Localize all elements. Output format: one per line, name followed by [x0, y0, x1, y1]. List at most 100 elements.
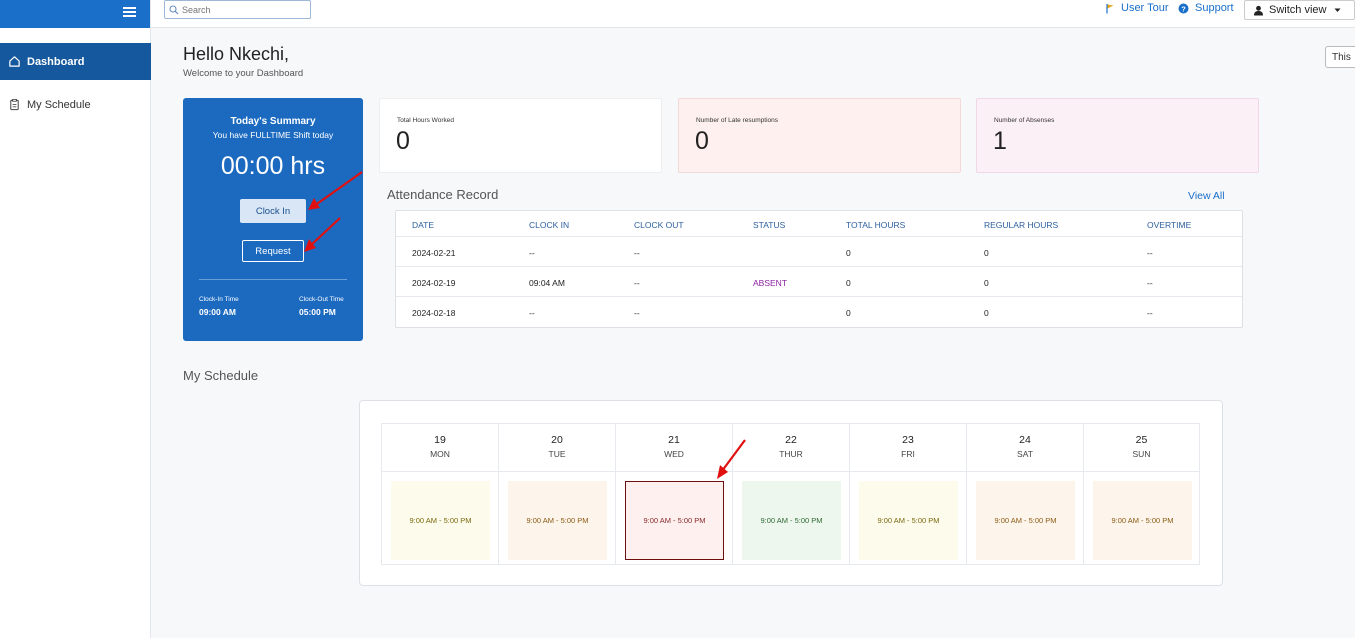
- shift-block[interactable]: 9:00 AM - 5:00 PM: [391, 481, 490, 560]
- day-header: 22 THUR: [733, 424, 849, 472]
- shift-block[interactable]: 9:00 AM - 5:00 PM: [625, 481, 724, 560]
- schedule-day-sun[interactable]: 25 SUN 9:00 AM - 5:00 PM: [1083, 423, 1200, 565]
- cell-regular-hours: 0: [984, 248, 989, 258]
- stat-card-late-resumptions: Number of Late resumptions 0: [678, 98, 961, 173]
- cell-date: 2024-02-21: [412, 248, 456, 258]
- schedule-day-thur[interactable]: 22 THUR 9:00 AM - 5:00 PM: [732, 423, 849, 565]
- period-filter-button[interactable]: This: [1325, 46, 1355, 68]
- stat-card-absences: Number of Absenses 1: [976, 98, 1259, 173]
- shift-block[interactable]: 9:00 AM - 5:00 PM: [1093, 481, 1192, 560]
- shift-block[interactable]: 9:00 AM - 5:00 PM: [742, 481, 841, 560]
- shift-block[interactable]: 9:00 AM - 5:00 PM: [859, 481, 958, 560]
- day-name: MON: [430, 449, 450, 459]
- day-number: 21: [668, 434, 680, 446]
- schedule-day-tue[interactable]: 20 TUE 9:00 AM - 5:00 PM: [498, 423, 615, 565]
- day-header: 20 TUE: [499, 424, 615, 472]
- schedule-day-sat[interactable]: 24 SAT 9:00 AM - 5:00 PM: [966, 423, 1083, 565]
- switch-view-label: Switch view: [1269, 4, 1327, 16]
- clock-in-time-value: 09:00 AM: [199, 307, 237, 317]
- support-label: Support: [1195, 2, 1234, 14]
- schedule-card: 19 MON 9:00 AM - 5:00 PM 20 TUE 9:00 AM - 5:0…: [359, 400, 1223, 586]
- schedule-day-fri[interactable]: 23 FRI 9:00 AM - 5:00 PM: [849, 423, 966, 565]
- cell-clock-in: --: [529, 248, 535, 258]
- stat-label: Number of Absenses: [994, 117, 1055, 124]
- user-tour-link[interactable]: User Tour: [1105, 2, 1168, 14]
- sidebar-item-label: My Schedule: [27, 98, 91, 111]
- search-icon: [169, 4, 179, 14]
- svg-text:?: ?: [1181, 4, 1186, 13]
- shift-block[interactable]: 9:00 AM - 5:00 PM: [508, 481, 607, 560]
- schedule-day-mon[interactable]: 19 MON 9:00 AM - 5:00 PM: [381, 423, 498, 565]
- column-header: DATE: [412, 220, 435, 230]
- hamburger-menu-icon[interactable]: [123, 7, 136, 17]
- table-row[interactable]: 2024-02-19 09:04 AM -- ABSENT 0 0 --: [396, 267, 1242, 297]
- stat-value: 0: [695, 127, 709, 155]
- day-header: 25 SUN: [1084, 424, 1199, 472]
- page-title: Hello Nkechi,: [183, 44, 290, 64]
- caret-down-icon: [1334, 8, 1341, 12]
- status-badge: ABSENT: [753, 278, 788, 288]
- column-header: CLOCK OUT: [634, 220, 684, 230]
- table-row[interactable]: 2024-02-21 -- -- 0 0 --: [396, 237, 1242, 267]
- schedule-day-wed[interactable]: 21 WED 9:00 AM - 5:00 PM: [615, 423, 732, 565]
- day-name: THUR: [779, 449, 803, 459]
- column-header: TOTAL HOURS: [846, 220, 906, 230]
- stat-value: 1: [993, 127, 1007, 155]
- stat-card-total-hours: Total Hours Worked 0: [379, 98, 662, 173]
- support-link[interactable]: ? Support: [1178, 2, 1234, 14]
- cell-clock-in: --: [529, 308, 535, 318]
- cell-date: 2024-02-19: [412, 278, 456, 288]
- stat-label: Total Hours Worked: [397, 117, 454, 124]
- cell-overtime: --: [1147, 248, 1153, 258]
- period-filter-label: This: [1332, 51, 1351, 63]
- switch-view-dropdown[interactable]: Switch view: [1244, 0, 1355, 20]
- search-input[interactable]: [182, 4, 302, 15]
- view-all-link[interactable]: View All: [1188, 190, 1225, 202]
- request-button[interactable]: Request: [242, 240, 304, 262]
- column-header: STATUS: [753, 220, 786, 230]
- cell-clock-in: 09:04 AM: [529, 278, 565, 288]
- cell-clock-out: --: [634, 248, 640, 258]
- day-number: 23: [902, 434, 914, 446]
- column-header: OVERTIME: [1147, 220, 1192, 230]
- day-number: 19: [434, 434, 446, 446]
- cell-total-hours: 0: [846, 248, 851, 258]
- day-number: 20: [551, 434, 563, 446]
- page-subtitle: Welcome to your Dashboard: [183, 68, 304, 79]
- cell-regular-hours: 0: [984, 308, 989, 318]
- day-header: 19 MON: [382, 424, 498, 472]
- clock-out-time-label: Clock-Out Time: [299, 296, 344, 303]
- table-row[interactable]: 2024-02-18 -- -- 0 0 --: [396, 297, 1242, 327]
- sidebar-header: [0, 0, 150, 28]
- sidebar-item-my-schedule[interactable]: My Schedule: [0, 86, 151, 123]
- cell-date: 2024-02-18: [412, 308, 456, 318]
- day-name: SAT: [1017, 449, 1033, 459]
- user-icon: [1254, 5, 1263, 15]
- day-name: FRI: [901, 449, 915, 459]
- day-header: 23 FRI: [850, 424, 966, 472]
- attendance-title: Attendance Record: [387, 187, 499, 202]
- sidebar-item-dashboard[interactable]: Dashboard: [0, 43, 151, 80]
- day-name: WED: [664, 449, 684, 459]
- sidebar: Dashboard My Schedule: [0, 0, 151, 638]
- column-header: CLOCK IN: [529, 220, 570, 230]
- summary-hours: 00:00 hrs: [220, 152, 326, 180]
- cell-clock-out: --: [634, 308, 640, 318]
- day-header: 21 WED: [616, 424, 732, 472]
- day-number: 22: [785, 434, 797, 446]
- clock-in-button[interactable]: Clock In: [240, 199, 306, 223]
- home-icon: [9, 56, 20, 67]
- todays-summary-card: Today's Summary You have FULLTIME Shift …: [183, 98, 363, 341]
- stat-label: Number of Late resumptions: [696, 117, 779, 124]
- search-box[interactable]: [164, 0, 311, 19]
- summary-divider: [199, 279, 347, 280]
- summary-title: Today's Summary: [230, 116, 316, 127]
- cell-clock-out: --: [634, 278, 640, 288]
- shift-block[interactable]: 9:00 AM - 5:00 PM: [976, 481, 1075, 560]
- day-number: 25: [1135, 434, 1148, 446]
- day-name: TUE: [548, 449, 566, 459]
- day-name: SUN: [1132, 449, 1151, 459]
- clock-out-time-value: 05:00 PM: [299, 307, 336, 317]
- flag-icon: [1106, 3, 1114, 13]
- clipboard-icon: [10, 98, 19, 111]
